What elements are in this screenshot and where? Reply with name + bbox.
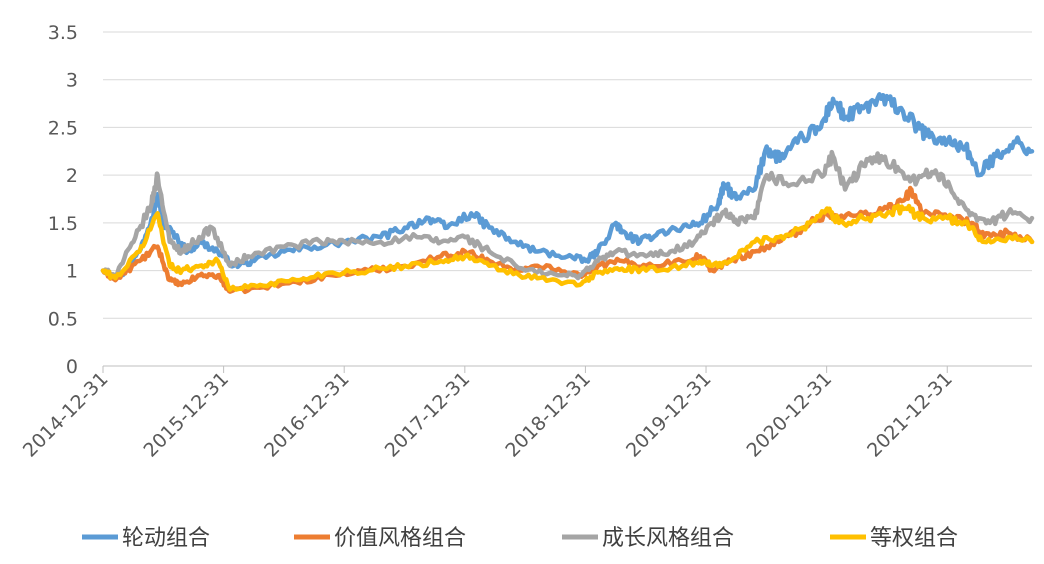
y-tick-label: 3.5 <box>48 22 78 44</box>
x-tick-label: 2020-12-31 <box>743 368 837 462</box>
x-tick-label: 2014-12-31 <box>19 368 113 462</box>
x-tick-label: 2017-12-31 <box>381 368 475 462</box>
x-axis: 2014-12-31 2015-12-31 2016-12-31 2017-12-31… <box>19 365 1032 462</box>
y-tick-label: 1 <box>66 261 78 283</box>
legend-label: 等权组合 <box>870 526 958 551</box>
y-tick-label: 1.5 <box>48 213 78 235</box>
y-tick-label: 3 <box>66 70 78 92</box>
x-tick-label: 2018-12-31 <box>501 368 595 462</box>
y-tick-label: 0.5 <box>48 308 78 330</box>
series-lines <box>100 92 1035 295</box>
legend: 轮动组合 价值风格组合 成长风格组合 等权组合 <box>82 526 958 551</box>
x-tick-label: 2016-12-31 <box>260 368 354 462</box>
series-line-1 <box>100 185 1035 295</box>
legend-label: 价值风格组合 <box>334 526 466 551</box>
legend-label: 轮动组合 <box>122 526 210 551</box>
x-tick-label: 2019-12-31 <box>622 368 716 462</box>
legend-label: 成长风格组合 <box>602 526 734 551</box>
x-tick-label: 2015-12-31 <box>140 368 234 462</box>
series-line-0 <box>100 92 1035 279</box>
grid-lines <box>103 31 1032 367</box>
y-tick-label: 2.5 <box>48 117 78 139</box>
series-line-2 <box>100 149 1035 281</box>
y-tick-label: 2 <box>66 165 78 187</box>
series-line-3 <box>100 203 1035 292</box>
x-tick-label: 2021-12-31 <box>863 368 957 462</box>
y-axis: 0 0.5 1 1.5 2 2.5 3 3.5 <box>48 22 78 378</box>
y-tick-label: 0 <box>66 356 78 378</box>
